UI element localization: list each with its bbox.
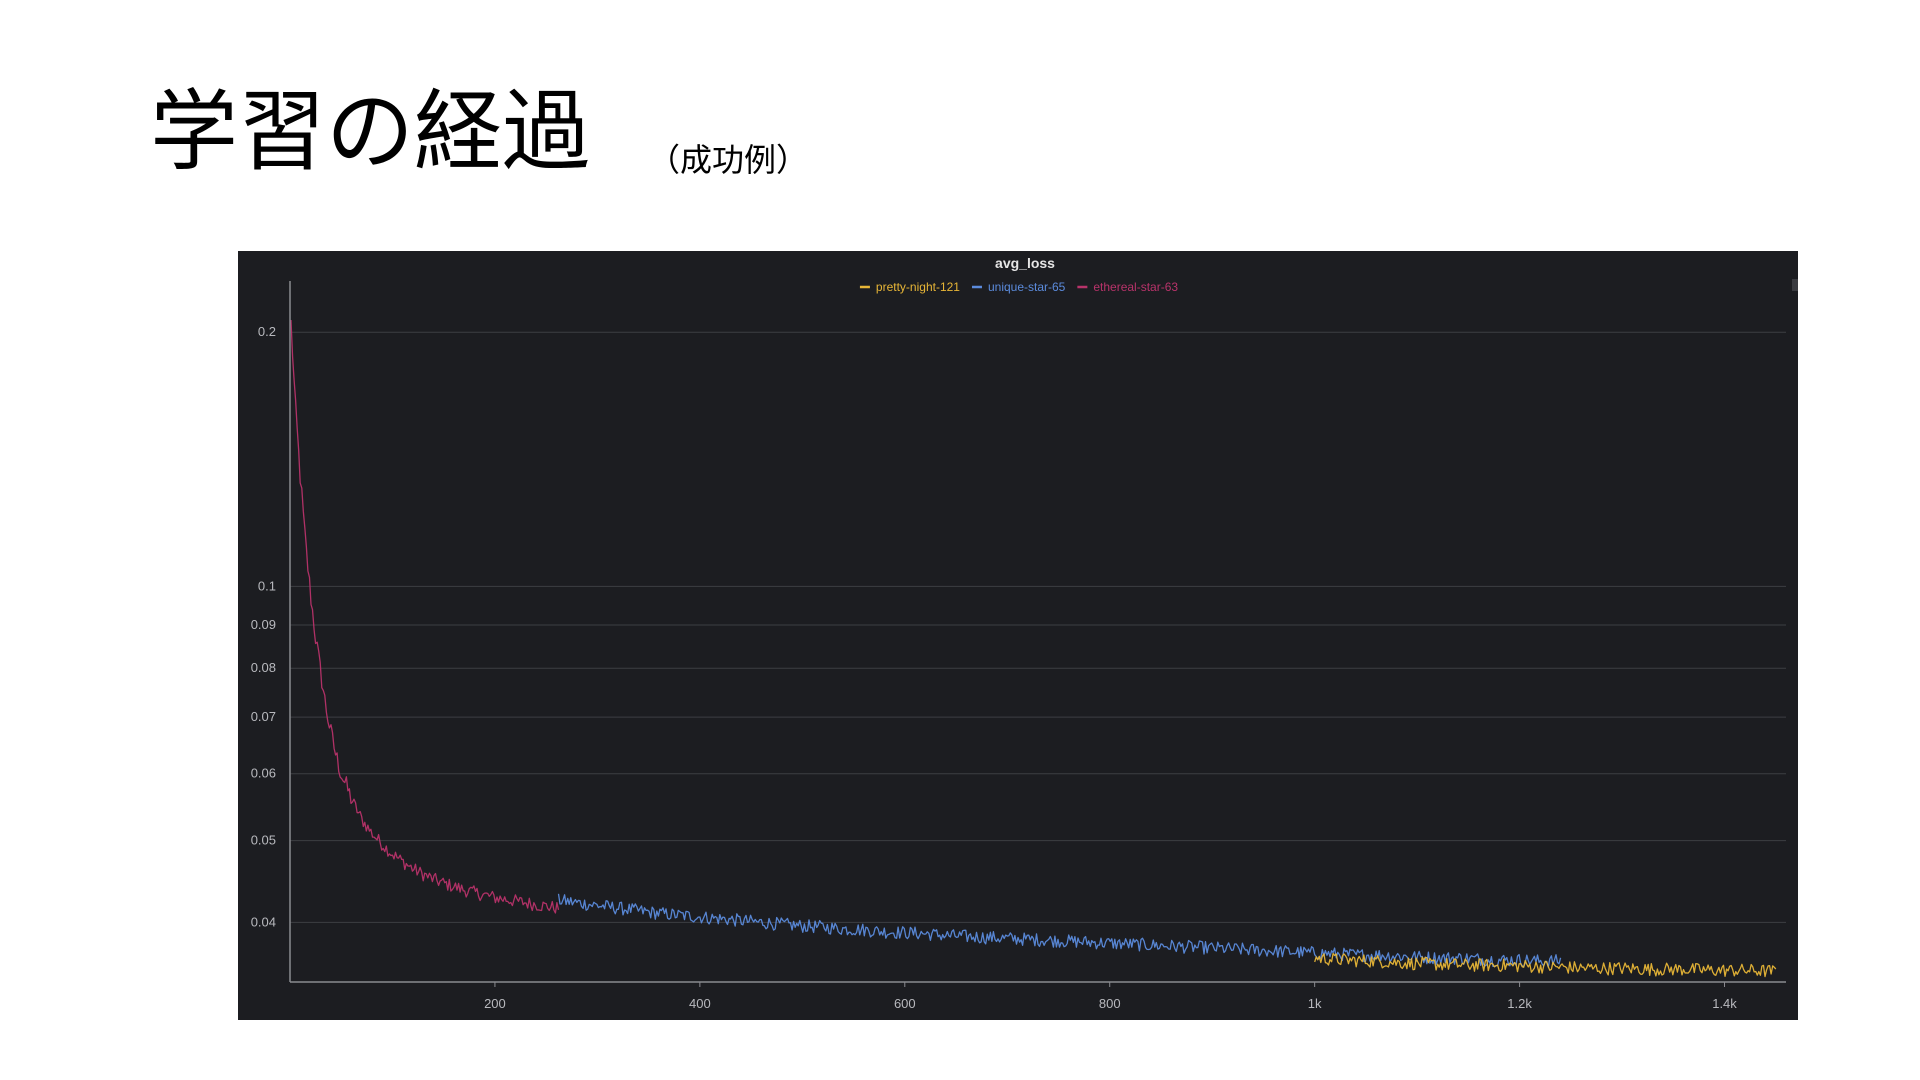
x-tick-label: 1k [1308, 996, 1322, 1011]
y-tick-label: 0.06 [251, 766, 276, 781]
series-line-pretty-night-121 [1314, 952, 1777, 978]
chart-panel: avg_loss pretty-night-121 unique-star-65 e… [238, 251, 1798, 1020]
x-tick-label: 1.4k [1712, 996, 1737, 1011]
slide-title: 学習の経過 [150, 80, 591, 183]
y-tick-label: 0.09 [251, 617, 276, 632]
legend-label[interactable]: unique-star-65 [988, 280, 1066, 294]
x-tick-label: 800 [1099, 996, 1121, 1011]
chart-axes: 200 400 600 800 1k 1.2k 1.4k [289, 281, 1786, 1011]
x-tick-label: 1.2k [1507, 996, 1532, 1011]
chart-title: avg_loss [995, 255, 1055, 271]
avg-loss-chart: avg_loss pretty-night-121 unique-star-65 e… [251, 255, 1786, 1011]
x-tick-label: 400 [689, 996, 711, 1011]
chart-grid: 0.2 0.1 0.09 0.08 0.07 0.06 0.05 0.04 [251, 324, 1786, 929]
y-tick-label: 0.04 [251, 914, 276, 929]
series-layer [290, 319, 1777, 978]
y-tick-label: 0.07 [251, 709, 276, 724]
x-tick-label: 600 [894, 996, 916, 1011]
panel-resize-handle[interactable] [1792, 279, 1798, 291]
legend-label[interactable]: ethereal-star-63 [1093, 280, 1178, 294]
series-line-unique-star-65 [557, 893, 1562, 968]
y-tick-label: 0.1 [258, 578, 276, 593]
series-line-ethereal-star-63 [290, 319, 560, 914]
y-tick-label: 0.05 [251, 833, 276, 848]
y-tick-label: 0.2 [258, 324, 276, 339]
legend-label[interactable]: pretty-night-121 [876, 280, 960, 294]
x-tick-label: 200 [484, 996, 506, 1011]
y-tick-label: 0.08 [251, 660, 276, 675]
chart-legend: pretty-night-121 unique-star-65 ethereal-s… [859, 280, 1178, 294]
slide-subtitle: （成功例） [648, 141, 809, 179]
